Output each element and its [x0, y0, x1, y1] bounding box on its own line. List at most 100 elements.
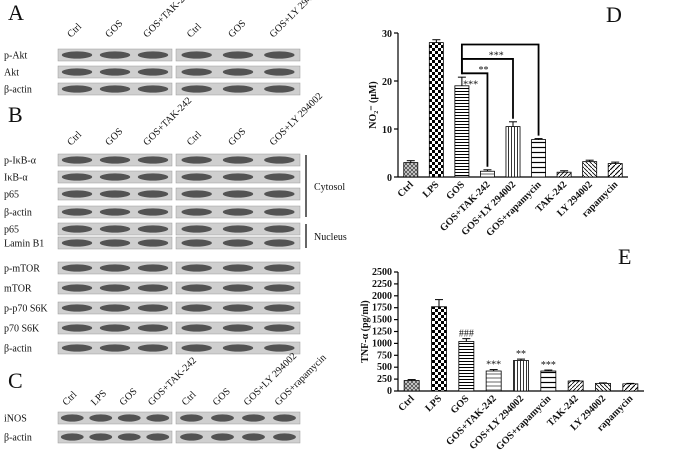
- blot-band: [211, 414, 234, 422]
- blot-band: [99, 225, 131, 233]
- blot-band: [264, 173, 295, 181]
- panel-letter: D: [606, 2, 622, 27]
- blot-band: [137, 68, 169, 76]
- y-tick-label: 1500: [372, 315, 392, 326]
- blot-band: [181, 344, 212, 352]
- y-tick-label: 20: [382, 77, 392, 88]
- y-tick-label: 1000: [372, 338, 392, 349]
- bar: [607, 163, 623, 178]
- row-label: p65: [4, 225, 19, 236]
- blot-band: [137, 344, 169, 352]
- bar: [582, 161, 598, 178]
- blot-band: [264, 264, 295, 272]
- blot-band: [89, 433, 113, 441]
- blot-strip: [57, 411, 173, 425]
- blot-band: [61, 264, 93, 272]
- blot-band: [61, 173, 93, 181]
- blot-band: [61, 344, 93, 352]
- row-label: mTOR: [4, 284, 32, 295]
- blot-band: [181, 68, 212, 76]
- blot-band: [99, 68, 131, 76]
- bar: [485, 370, 502, 392]
- blot-band: [181, 304, 212, 312]
- row-label: β-actin: [4, 85, 32, 96]
- bar: [567, 380, 584, 392]
- blot-band: [99, 51, 131, 59]
- blot-band: [117, 414, 141, 422]
- blot-band: [137, 239, 169, 247]
- blot-band: [99, 156, 131, 164]
- blot-band: [222, 264, 254, 272]
- blot-band: [222, 51, 254, 59]
- significance-label: ***: [489, 51, 504, 62]
- y-tick-label: 10: [382, 125, 392, 136]
- blot-band: [99, 239, 131, 247]
- blot-band: [99, 208, 131, 216]
- blot-band: [99, 173, 131, 181]
- blot-band: [181, 85, 212, 93]
- row-label: p70 S6K: [4, 324, 40, 335]
- blot-band: [61, 304, 93, 312]
- y-tick-label: 2500: [372, 267, 392, 278]
- blot-band: [137, 173, 169, 181]
- x-tick-label: Ctrl: [396, 179, 416, 199]
- bar: [556, 171, 572, 178]
- bar: [531, 139, 546, 178]
- blot-band: [61, 225, 93, 233]
- row-label: IκB-α: [4, 173, 28, 184]
- blot-band: [242, 433, 265, 441]
- x-tick-label: LPS: [423, 393, 444, 414]
- blot-band: [264, 51, 295, 59]
- blot-band: [222, 284, 254, 292]
- blot-band: [211, 433, 234, 441]
- lane-label: GOS: [118, 386, 140, 408]
- blot-band: [99, 190, 131, 198]
- blot-band: [137, 156, 169, 164]
- blot-band: [137, 324, 169, 332]
- bar: [458, 341, 475, 392]
- row-label: β-actin: [4, 433, 32, 444]
- blot-band: [181, 284, 212, 292]
- blot-band: [61, 68, 93, 76]
- significance-label: ###: [459, 329, 474, 340]
- blot-band: [89, 414, 113, 422]
- blot-band: [222, 324, 254, 332]
- lane-label: GOS: [226, 18, 248, 40]
- blot-band: [264, 344, 295, 352]
- blot-band: [273, 433, 296, 441]
- y-axis-label: TNF-α (pg/ml): [360, 300, 371, 363]
- blot-band: [273, 414, 296, 422]
- blot-band: [61, 190, 93, 198]
- blot-band: [146, 414, 170, 422]
- lane-label: GOS: [103, 18, 125, 40]
- row-label: p-IκB-α: [4, 156, 37, 167]
- bar: [454, 85, 470, 178]
- y-tick-label: 1250: [372, 327, 392, 338]
- lane-label: Ctrl: [65, 21, 84, 40]
- bar: [622, 383, 639, 392]
- blot-band: [264, 239, 295, 247]
- bar: [428, 42, 444, 178]
- lane-label: GOS+LY 294002: [268, 0, 325, 40]
- blot-band: [264, 324, 295, 332]
- blot-band: [181, 208, 212, 216]
- blot-band: [264, 284, 295, 292]
- blot-band: [181, 324, 212, 332]
- blot-band: [222, 225, 254, 233]
- blot-band: [181, 190, 212, 198]
- panel-letter: B: [8, 102, 23, 127]
- blot-band: [264, 304, 295, 312]
- blot-band: [146, 433, 170, 441]
- significance-bracket: [460, 43, 540, 136]
- lane-label: Ctrl: [185, 129, 204, 148]
- blot-band: [181, 225, 212, 233]
- lane-label: Ctrl: [65, 129, 84, 148]
- blot-band: [264, 85, 295, 93]
- row-label: Lamin B1: [4, 239, 44, 250]
- blot-band: [222, 68, 254, 76]
- blot-band: [222, 344, 254, 352]
- x-tick-label: Ctrl: [396, 393, 416, 413]
- blot-band: [61, 156, 93, 164]
- significance-label: ***: [486, 360, 501, 371]
